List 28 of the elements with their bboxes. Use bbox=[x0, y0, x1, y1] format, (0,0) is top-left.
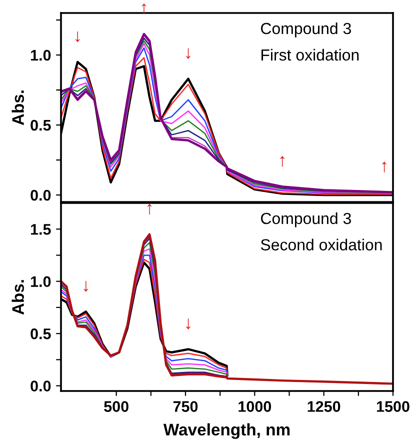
annotation: ↓ bbox=[75, 31, 80, 42]
text: First oxidation bbox=[262, 48, 359, 61]
text: Compound 3 bbox=[261, 212, 351, 228]
annotation: ↓ bbox=[186, 318, 190, 330]
x-tick-label: 500 bbox=[104, 401, 128, 412]
annotation: ↓ bbox=[186, 48, 190, 59]
annotation: ↑ bbox=[142, 3, 146, 14]
y-tick-label: 1.0 bbox=[31, 276, 51, 288]
annotation: ↑ bbox=[382, 162, 386, 172]
y-tick-label: 0.5 bbox=[30, 328, 51, 340]
text: Second oxidation bbox=[260, 238, 382, 250]
y-tick-label: 0.0 bbox=[30, 190, 51, 201]
y-tick-label: 1.5 bbox=[31, 224, 51, 235]
y-axis-title: Abs. bbox=[12, 280, 24, 315]
annotation: ↑ bbox=[280, 156, 284, 167]
text: Compound 3 bbox=[261, 22, 351, 38]
annotation: ↓ bbox=[84, 281, 88, 292]
x-tick-label: 1000 bbox=[238, 401, 272, 412]
y-tick-label: 0.0 bbox=[30, 380, 51, 392]
x-axis-title: Wavelength, nm bbox=[163, 423, 290, 439]
line-series bbox=[61, 233, 393, 385]
x-tick-label: 1250 bbox=[308, 401, 340, 412]
y-tick-label: 1.0 bbox=[31, 50, 51, 61]
x-tick-label: 1500 bbox=[376, 401, 410, 412]
y-tick-label: 0.5 bbox=[30, 120, 51, 131]
annotation: ↑ bbox=[147, 204, 152, 214]
y-axis-title: Abs. bbox=[12, 90, 24, 126]
x-tick-label: 750 bbox=[173, 401, 198, 412]
